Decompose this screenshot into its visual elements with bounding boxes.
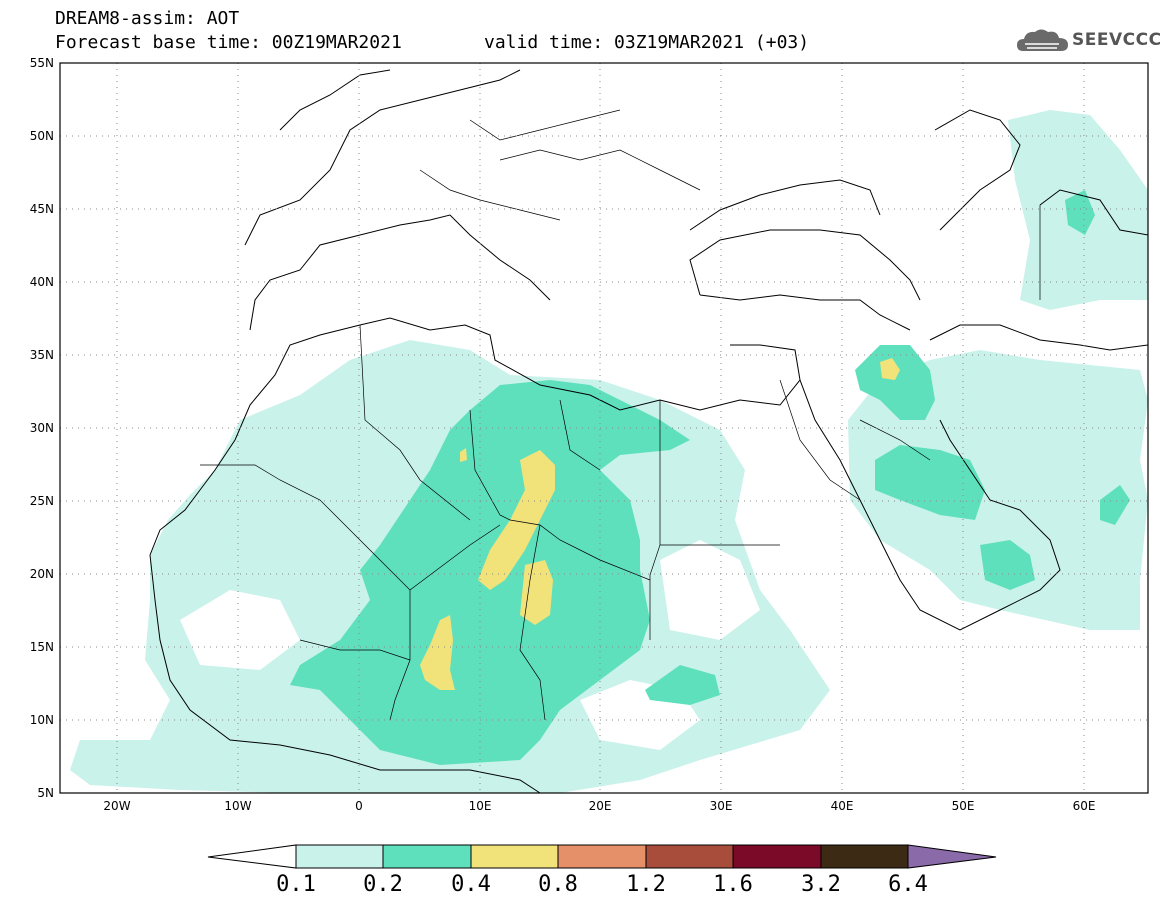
lon-label: 40E: [831, 799, 854, 813]
colorbar-label: 0.8: [538, 872, 578, 897]
logo-text: SEEVCCC: [1072, 30, 1162, 50]
map-title: DREAM8-assim: AOT: [55, 8, 240, 29]
colorbar-labels: 0.1 0.2 0.4 0.8 1.2 1.6 3.2 6.4: [276, 872, 928, 897]
cloud-icon: [1017, 29, 1068, 51]
lat-label: 30N: [30, 421, 54, 435]
colorbar-label: 0.4: [451, 872, 491, 897]
colorbar-swatch: [732, 844, 822, 869]
colorbar-label: 1.2: [626, 872, 666, 897]
aot-gaps: [180, 460, 830, 750]
colorbar-swatch: [645, 844, 734, 869]
aot-contours-0-4: [420, 358, 900, 690]
colorbar-swatch: [820, 844, 909, 869]
colorbar-label: 6.4: [888, 872, 928, 897]
lon-label: 20E: [589, 799, 612, 813]
lat-label: 50N: [30, 129, 54, 143]
colorbar-label: 0.1: [276, 872, 316, 897]
borders: [200, 109, 1041, 721]
lon-label: 0: [355, 799, 363, 813]
map-frame: [59, 62, 1149, 794]
colorbar: [207, 844, 997, 869]
lon-label: 50E: [952, 799, 975, 813]
lat-label: 55N: [30, 56, 54, 70]
valid-time: valid time: 03Z19MAR2021 (+03): [484, 32, 810, 53]
colorbar-max-arrow: [907, 844, 997, 869]
colorbar-label: 1.6: [713, 872, 753, 897]
lat-label: 35N: [30, 348, 54, 362]
forecast-base-time: Forecast base time: 00Z19MAR2021: [55, 32, 402, 53]
lat-label: 15N: [30, 640, 54, 654]
lon-label: 20W: [103, 799, 130, 813]
colorbar-label: 3.2: [801, 872, 841, 897]
seevccc-logo: SEEVCCC: [1015, 24, 1161, 60]
lat-label: 5N: [37, 786, 54, 800]
colorbar-min-arrow: [207, 844, 297, 869]
colorbar-label: 0.2: [363, 872, 403, 897]
lat-label: 40N: [30, 275, 54, 289]
lon-label: 60E: [1073, 799, 1096, 813]
lon-label: 10E: [469, 799, 492, 813]
lon-label: 10W: [224, 799, 251, 813]
colorbar-swatch: [382, 844, 472, 869]
lat-label: 20N: [30, 567, 54, 581]
coastlines: [149, 69, 1149, 794]
lat-label: 45N: [30, 202, 54, 216]
lat-label: 25N: [30, 494, 54, 508]
map-plot-area: [59, 62, 1149, 794]
colorbar-swatch: [557, 844, 647, 869]
lat-label: 10N: [30, 713, 54, 727]
lon-label: 30E: [710, 799, 733, 813]
lon-labels: 20W 10W 0 10E 20E 30E 40E 50E 60E: [103, 799, 1095, 813]
colorbar-swatch: [295, 844, 384, 869]
lat-labels: 55N 50N 45N 40N 35N 30N 25N 20N 15N 10N …: [30, 56, 54, 800]
grid-lines: [60, 63, 1148, 793]
colorbar-swatch: [470, 844, 559, 869]
